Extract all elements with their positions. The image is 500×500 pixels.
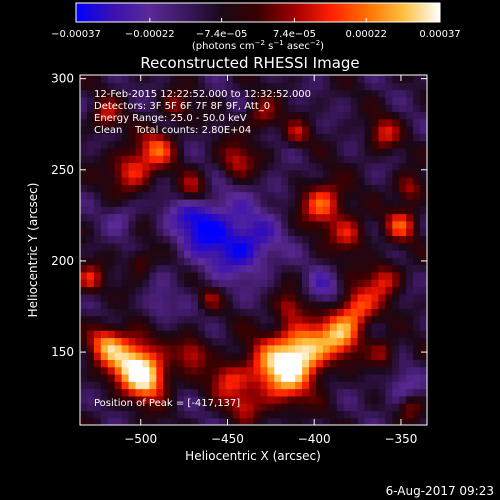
colorbar-tick-label: −0.00037 bbox=[51, 29, 101, 40]
colorbar-tick-label: 0.00022 bbox=[346, 29, 387, 40]
x-tick-label: −500 bbox=[124, 432, 157, 446]
colorbar-tick-label: −0.00022 bbox=[125, 29, 175, 40]
annotation-counts: Clean Total counts: 2.80E+04 bbox=[94, 125, 251, 136]
x-axis-ticks: −500 −450 −400 −350 bbox=[124, 75, 417, 446]
x-axis-label: Heliocentric X (arcsec) bbox=[185, 449, 321, 463]
chart-title: Reconstructed RHESSI Image bbox=[140, 54, 359, 72]
annotation-detectors: Detectors: 3F 5F 6F 7F 8F 9F, Att_0 bbox=[94, 101, 270, 112]
y-tick-label: 200 bbox=[51, 254, 74, 268]
y-axis-label: Heliocentric Y (arcsec) bbox=[26, 183, 40, 318]
y-tick-label: 300 bbox=[51, 72, 74, 86]
plot-frame bbox=[79, 74, 428, 426]
colorbar-unit-label: (photons cm−2 s−1 asec−2) bbox=[192, 39, 324, 52]
footer-date: 6-Aug-2017 09:23 bbox=[386, 484, 494, 498]
peak-position-label: Position of Peak = [-417,137] bbox=[94, 398, 240, 409]
heatmap-image bbox=[80, 75, 427, 425]
y-axis-ticks: 150 200 250 300 bbox=[51, 72, 427, 359]
x-tick-label: −450 bbox=[211, 432, 244, 446]
colorbar-ticks: −0.00037 −0.00022 −7.4e−05 7.4e−05 0.00022 0.… bbox=[51, 18, 461, 40]
colorbar-tick-label: 0.00037 bbox=[419, 29, 460, 40]
colorbar-tick-label: −7.4e−05 bbox=[196, 29, 248, 40]
x-tick-label: −400 bbox=[298, 432, 331, 446]
annotation-time-range: 12-Feb-2015 12:22:52.000 to 12:32:52.000 bbox=[94, 89, 311, 100]
colorbar bbox=[75, 2, 441, 23]
colorbar-tick-label: 7.4e−05 bbox=[273, 29, 316, 40]
y-tick-label: 250 bbox=[51, 163, 74, 177]
y-tick-label: 150 bbox=[51, 345, 74, 359]
x-tick-label: −350 bbox=[384, 432, 417, 446]
annotation-energy-range: Energy Range: 25.0 - 50.0 keV bbox=[94, 113, 247, 124]
